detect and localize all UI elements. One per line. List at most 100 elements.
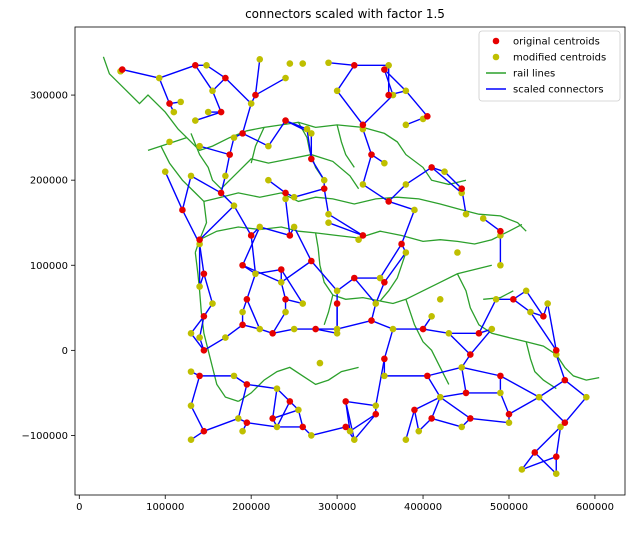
y-tick-label: 300000 — [30, 91, 68, 102]
modified-centroid-point — [372, 300, 380, 307]
original-centroid-point — [428, 164, 435, 171]
modified-centroid-point — [583, 393, 590, 401]
modified-centroid-point — [544, 300, 551, 307]
scaled-connector — [440, 392, 467, 398]
scaled-connector — [237, 384, 248, 419]
original-centroid-point — [282, 295, 289, 303]
modified-centroid-point — [492, 295, 500, 303]
modified-centroid-point — [308, 432, 315, 439]
original-centroid-point — [239, 130, 246, 137]
scaled-connector — [499, 392, 510, 415]
original-centroid-point — [561, 419, 569, 426]
scaled-connector — [272, 328, 295, 335]
scaled-connector — [564, 379, 587, 398]
modified-centroid-point — [333, 330, 341, 337]
scaled-connector — [362, 94, 394, 126]
scaled-connector — [242, 264, 282, 283]
scaled-connector — [224, 154, 231, 177]
modified-centroid-point — [239, 308, 246, 316]
original-centroid-point — [286, 398, 294, 405]
original-centroid-point — [320, 185, 328, 192]
scaled-connector — [195, 111, 222, 122]
original-centroid-point — [217, 189, 225, 197]
rail-line — [237, 366, 359, 402]
scaled-connector — [546, 303, 557, 351]
original-centroid-point — [252, 91, 259, 99]
modified-centroid-point — [187, 436, 195, 443]
modified-centroid-point — [497, 261, 504, 269]
original-centroid-point — [308, 155, 315, 163]
modified-centroid-point — [428, 313, 435, 320]
rail-line — [199, 223, 523, 245]
modified-centroid-point — [299, 300, 307, 307]
scaled-connector — [534, 426, 562, 453]
scaled-connector — [345, 401, 355, 440]
modified-centroid-point — [209, 300, 216, 307]
x-tick-label: 300000 — [318, 502, 356, 513]
scaled-connector — [349, 413, 377, 432]
modified-centroid-point — [299, 60, 307, 67]
scaled-connector — [198, 243, 205, 274]
rail-line — [336, 124, 355, 168]
scaled-connector — [267, 120, 287, 147]
modified-centroid-point — [535, 393, 543, 401]
scaled-connector — [413, 409, 420, 432]
y-tick-label: −100000 — [21, 431, 68, 442]
modified-centroid-point — [290, 325, 298, 333]
modified-centroid-point — [479, 215, 487, 222]
scaled-connector — [444, 171, 463, 190]
modified-centroid-point — [522, 287, 530, 295]
legend-label: rail lines — [513, 69, 555, 80]
scaled-connector — [255, 268, 282, 275]
scaled-connector — [383, 252, 407, 283]
original-centroid-point — [282, 117, 289, 124]
scaled-connector — [461, 367, 467, 394]
scaled-connector — [190, 332, 205, 351]
x-tick-label: 200000 — [232, 502, 270, 513]
scaled-connector — [555, 426, 562, 457]
original-centroid-point — [509, 295, 517, 303]
scaled-connector — [158, 77, 171, 104]
original-centroid-point — [269, 415, 276, 422]
rail-line — [323, 294, 334, 326]
scaled-connector — [469, 328, 493, 356]
modified-centroid-point — [170, 108, 178, 116]
legend-label: modified centroids — [513, 53, 606, 64]
scaled-connector — [534, 451, 557, 475]
original-centroid-point — [458, 185, 466, 192]
modified-centroid-point — [155, 74, 163, 82]
modified-centroid-point — [359, 181, 367, 188]
original-centroid-point — [308, 257, 315, 265]
scaled-connector — [336, 64, 355, 92]
original-centroid-point — [350, 61, 358, 69]
modified-centroid-point — [187, 368, 195, 375]
scaled-connector — [246, 383, 278, 390]
scaled-connector — [414, 396, 441, 411]
scaled-connector — [439, 396, 471, 419]
original-centroid-point — [179, 206, 186, 214]
original-centroid-point — [428, 415, 435, 422]
scaled-connector — [521, 452, 536, 470]
original-centroid-point — [497, 227, 504, 235]
original-centroid-point — [350, 274, 358, 282]
scaled-connector — [198, 316, 205, 338]
scaled-connector — [255, 77, 286, 96]
scaled-connector — [525, 290, 544, 317]
scaled-connector — [427, 366, 462, 377]
scaled-connector — [478, 298, 497, 334]
scaled-connector — [190, 405, 205, 432]
scaled-connector — [158, 64, 196, 79]
scaled-connector — [250, 235, 257, 274]
modified-centroid-point — [265, 176, 272, 184]
scaled-connector — [422, 328, 449, 335]
original-centroid-point — [299, 423, 307, 431]
original-centroid-point — [166, 100, 173, 107]
modified-centroid-point — [286, 60, 294, 67]
scaled-connector — [233, 205, 252, 236]
original-centroid-point — [217, 108, 225, 116]
modified-centroid-point — [295, 406, 302, 414]
chart-title: connectors scaled with factor 1.5 — [245, 7, 445, 21]
scaled-connector — [353, 277, 377, 304]
axis-ticks: 0 100000 200000 300000 400000 500000 600000 −10… — [21, 91, 614, 513]
modified-centroid-point — [505, 419, 513, 426]
